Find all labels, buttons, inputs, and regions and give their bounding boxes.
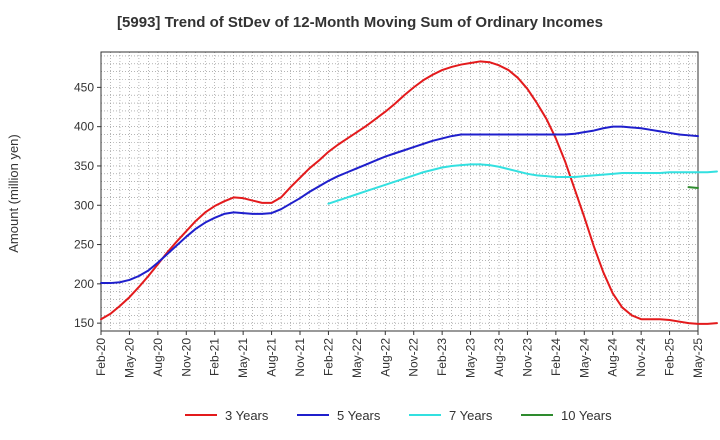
x-tick-label: Feb-21 <box>208 338 222 376</box>
x-tick-label: Feb-22 <box>321 338 335 376</box>
x-tick-label: May-25 <box>691 338 705 378</box>
y-axis: 150 200 250 300 350 400 450 <box>74 80 101 330</box>
x-tick-label: Nov-21 <box>293 338 307 377</box>
y-tick-label: 250 <box>74 238 94 252</box>
x-tick-label: Feb-20 <box>94 338 108 376</box>
legend-label: 7 Years <box>449 408 493 423</box>
y-tick-label: 350 <box>74 159 94 173</box>
x-tick-label: May-20 <box>122 338 136 378</box>
legend-label: 5 Years <box>337 408 381 423</box>
x-tick-label: May-21 <box>236 338 250 378</box>
legend: 3 Years 5 Years 7 Years 10 Years <box>185 408 612 423</box>
x-axis: Feb-20 May-20 Aug-20 Nov-20 Feb-21 May-21 Aug-… <box>94 331 705 378</box>
x-tick-label: May-22 <box>350 338 364 378</box>
series-line-3-years <box>100 60 718 325</box>
x-tick-label: Nov-22 <box>407 338 421 377</box>
x-tick-label: Feb-24 <box>549 338 563 376</box>
series-line-5-years <box>100 125 699 285</box>
x-tick-label: Feb-23 <box>435 338 449 376</box>
x-tick-label: Nov-20 <box>179 338 193 377</box>
x-tick-label: Aug-20 <box>151 338 165 377</box>
x-tick-label: Nov-23 <box>520 338 534 377</box>
y-tick-label: 150 <box>74 316 94 330</box>
y-axis-label: Amount (million yen) <box>6 134 21 253</box>
x-tick-label: Feb-25 <box>663 338 677 376</box>
x-tick-label: May-24 <box>577 338 591 378</box>
x-tick-label: Nov-24 <box>634 338 648 377</box>
y-tick-label: 450 <box>74 80 94 94</box>
legend-label: 3 Years <box>225 408 269 423</box>
chart-title: [5993] Trend of StDev of 12-Month Moving… <box>117 14 603 31</box>
x-tick-label: Aug-24 <box>606 338 620 377</box>
legend-label: 10 Years <box>561 408 612 423</box>
series-layer <box>100 60 718 325</box>
x-tick-label: Aug-23 <box>492 338 506 377</box>
x-tick-label: Aug-22 <box>378 338 392 377</box>
grid <box>100 52 699 331</box>
series-line-10-years <box>687 186 699 189</box>
plot-frame <box>100 51 699 332</box>
y-tick-label: 300 <box>74 198 94 212</box>
x-tick-label: May-23 <box>464 338 478 378</box>
y-tick-label: 400 <box>74 120 94 134</box>
series-line-7-years <box>327 163 718 205</box>
y-tick-label: 200 <box>74 277 94 291</box>
x-tick-label: Aug-21 <box>265 338 279 377</box>
